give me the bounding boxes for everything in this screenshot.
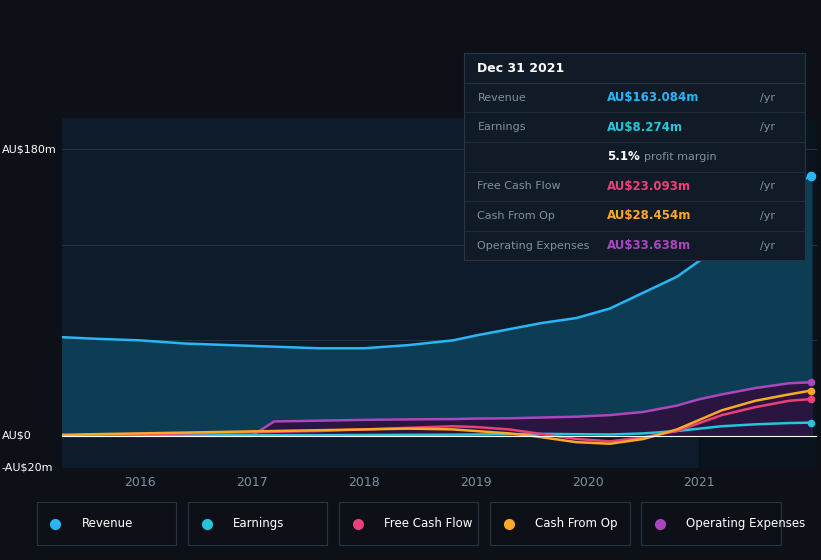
Point (805, 172, 818, 181)
Text: Free Cash Flow: Free Cash Flow (384, 517, 472, 530)
Text: Earnings: Earnings (233, 517, 284, 530)
Point (805, 386, 818, 395)
Text: AU$0: AU$0 (2, 431, 31, 441)
Text: AU$8.274m: AU$8.274m (607, 121, 683, 134)
Text: Cash From Op: Cash From Op (478, 211, 555, 221)
Point (805, 395, 818, 404)
Text: AU$28.454m: AU$28.454m (607, 209, 691, 222)
Point (805, 378, 818, 387)
Bar (699, 118, 817, 468)
Text: Operating Expenses: Operating Expenses (478, 241, 589, 251)
Text: Earnings: Earnings (478, 122, 526, 132)
Point (805, 418, 818, 427)
Text: /yr: /yr (760, 211, 775, 221)
Text: Dec 31 2021: Dec 31 2021 (478, 62, 565, 74)
Text: /yr: /yr (760, 241, 775, 251)
Text: -AU$20m: -AU$20m (2, 463, 53, 473)
Text: 5.1%: 5.1% (607, 150, 640, 164)
Text: AU$23.093m: AU$23.093m (607, 180, 691, 193)
Text: AU$33.638m: AU$33.638m (607, 239, 691, 252)
Text: /yr: /yr (760, 92, 775, 102)
Text: AU$180m: AU$180m (2, 144, 57, 155)
Text: Revenue: Revenue (82, 517, 133, 530)
Text: Cash From Op: Cash From Op (535, 517, 617, 530)
Text: /yr: /yr (760, 122, 775, 132)
Text: Free Cash Flow: Free Cash Flow (478, 181, 561, 192)
Text: profit margin: profit margin (644, 152, 717, 162)
Text: Revenue: Revenue (478, 92, 526, 102)
Text: Operating Expenses: Operating Expenses (686, 517, 805, 530)
Text: AU$163.084m: AU$163.084m (607, 91, 699, 104)
Text: /yr: /yr (760, 181, 775, 192)
